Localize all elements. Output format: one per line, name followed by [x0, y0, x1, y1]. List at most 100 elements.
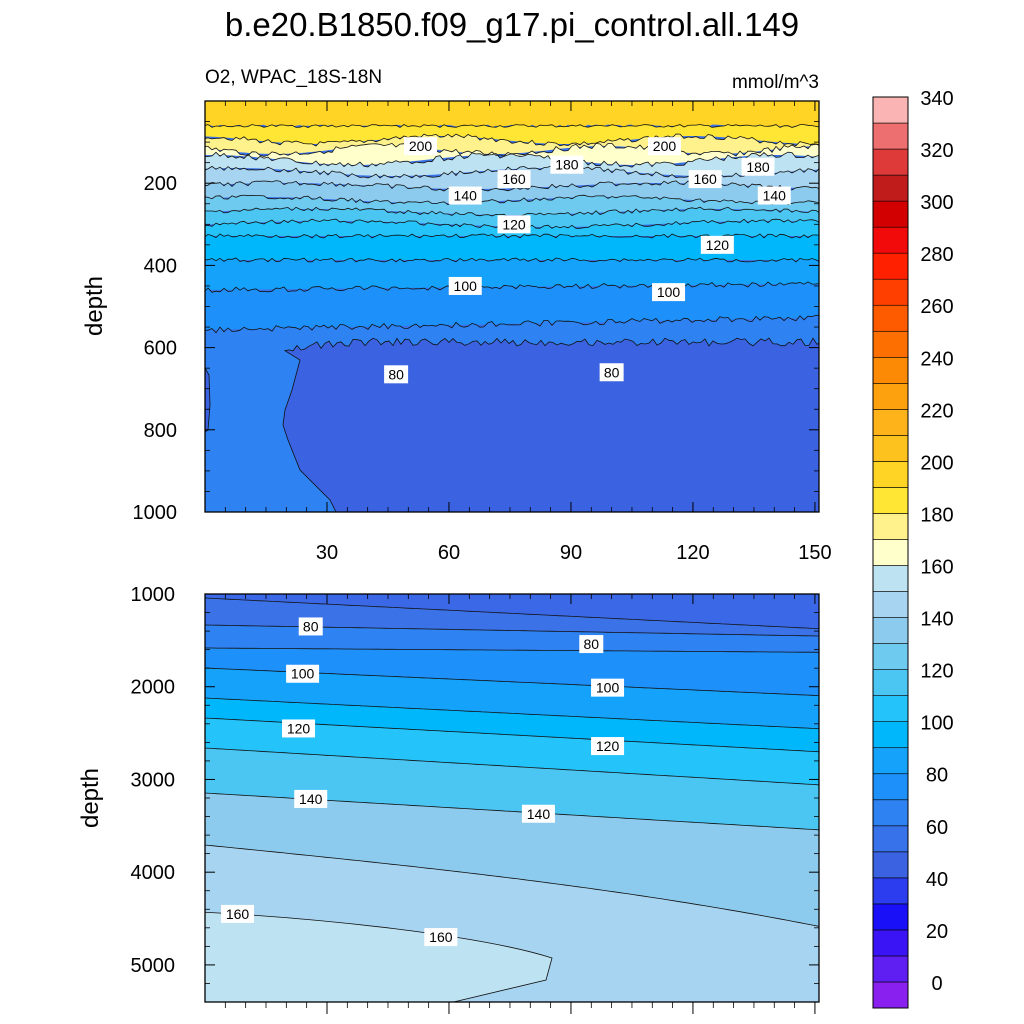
upper-contour-label: 160: [497, 170, 531, 189]
lower-contour-label-box: [591, 678, 625, 697]
lower-contour-bands: [205, 594, 819, 1002]
lower-contour-label-text: 120: [596, 738, 620, 754]
colorbar-swatch: [872, 278, 909, 306]
upper-contour-label-text: 100: [657, 284, 681, 300]
colorbar-label: 160: [920, 557, 953, 579]
lower-contour-label: 140: [294, 789, 328, 808]
lower-contour-label-box: [579, 635, 604, 654]
upper-contour-line: [205, 257, 819, 263]
upper-band: [205, 124, 819, 144]
upper-y-axis-label: depth: [81, 276, 108, 336]
colorbar-swatch: [872, 799, 909, 827]
upper-contour-bands: [205, 101, 819, 512]
colorbar-swatch: [872, 669, 909, 696]
lower-panel: 80 80 100 100 120 120 140 140 160 160 1000 2000 300…: [77, 584, 820, 1014]
colorbar-swatch: [872, 226, 909, 254]
colorbar-swatch: [872, 409, 909, 436]
colorbar-swatch: [872, 252, 909, 280]
colorbar-swatch: [872, 565, 909, 592]
lower-y-tick-label: 2000: [131, 677, 176, 699]
lower-band: [205, 793, 819, 927]
colorbar-label: 340: [920, 88, 953, 110]
upper-contour-label: 180: [550, 155, 584, 174]
lower-contour-label: 160: [221, 904, 255, 923]
upper-contour-label-box: [497, 215, 531, 234]
upper-contour-line: [205, 194, 819, 206]
upper-contour-line: [205, 142, 819, 157]
upper-contour-label-text: 200: [653, 138, 677, 154]
colorbar-swatch: [872, 825, 909, 853]
colorbar-swatch: [872, 773, 909, 801]
upper-contour-label-text: 160: [693, 171, 717, 187]
colorbar-swatch: [872, 955, 909, 983]
upper-x-tick-label: 120: [676, 542, 709, 564]
upper-band: [205, 258, 819, 290]
upper-contour-label-box: [550, 155, 584, 174]
lower-contour-labels: 80 80 100 100 120 120 140 140 160 160: [221, 617, 625, 947]
upper-contour-label-text: 160: [502, 171, 526, 187]
lower-contour-line: [205, 844, 819, 927]
colorbar-label: 80: [926, 765, 948, 787]
upper-axis-ticks: 200 400 600 800 1000 30 60 90 120 150: [133, 101, 832, 564]
upper-contour-label-box: [700, 235, 734, 254]
upper-band: [205, 195, 819, 215]
upper-contour-label: 160: [688, 170, 722, 189]
upper-contour-label: 200: [647, 137, 681, 156]
upper-band: [205, 234, 819, 260]
upper-contour-label-text: 80: [604, 364, 620, 380]
figure-title: b.e20.B1850.f09_g17.pi_control.all.149: [224, 6, 800, 43]
lower-band: [205, 594, 819, 629]
lower-contour-label-box: [286, 664, 320, 683]
colorbar-swatch: [872, 539, 909, 566]
lower-band: [205, 718, 819, 785]
colorbar-swatch: [872, 435, 909, 462]
upper-contour-label-text: 180: [746, 159, 770, 175]
lower-contour-line: [205, 747, 819, 786]
colorbar: 0 20 40 60 80 100 120 140 160 180 200 220 240 260 280 3…: [872, 88, 954, 1009]
lower-contour-label: 80: [298, 617, 323, 636]
colorbar-swatch: [872, 330, 909, 358]
upper-contour-label-box: [448, 276, 482, 295]
colorbar-swatch: [872, 877, 909, 905]
colorbar-label: 60: [926, 817, 948, 839]
lower-contour-label-text: 140: [527, 806, 551, 822]
lower-contour-label: 80: [579, 635, 604, 654]
lower-band: [205, 624, 819, 653]
upper-contour-label-text: 120: [706, 237, 730, 253]
lower-contour-label-text: 120: [287, 720, 311, 736]
colorbar-label: 220: [920, 400, 953, 422]
upper-contour-label-text: 100: [454, 278, 478, 294]
upper-y-tick-label: 800: [144, 420, 177, 442]
upper-y-tick-label: 400: [144, 255, 177, 277]
upper-band: [282, 337, 819, 512]
upper-contour-label-box: [404, 137, 438, 156]
lower-contour-line: [205, 597, 819, 630]
lower-contour-label-text: 100: [596, 680, 620, 696]
lower-band: [205, 748, 819, 830]
lower-contour-line: [205, 697, 819, 730]
upper-contour-line: [205, 133, 819, 147]
lower-contour-line: [205, 647, 819, 653]
upper-contour-line: [205, 151, 819, 168]
lower-contour-label-box: [521, 804, 555, 823]
lower-contour-label-text: 80: [584, 636, 600, 652]
upper-contour-label: 180: [741, 157, 775, 176]
upper-contour-label-box: [497, 170, 531, 189]
lower-contour-label-text: 80: [303, 618, 319, 634]
upper-contour-label-box: [448, 186, 482, 205]
colorbar-swatch: [872, 174, 909, 202]
upper-contour-label-box: [741, 157, 775, 176]
colorbar-swatch: [872, 981, 909, 1009]
colorbar-label: 140: [920, 609, 953, 631]
lower-contour-label-box: [591, 737, 625, 756]
upper-contour-label: 120: [700, 235, 734, 254]
colorbar-swatch: [872, 903, 909, 931]
colorbar-label: 300: [920, 192, 953, 214]
upper-y-tick-label: 1000: [133, 502, 178, 524]
lower-contour-label: 120: [591, 737, 625, 756]
colorbar-label: 260: [920, 296, 953, 318]
upper-contour-label-text: 140: [454, 188, 478, 204]
lower-contour-label-box: [282, 719, 316, 738]
lower-contour-label: 160: [424, 928, 458, 947]
lower-band: [205, 648, 819, 696]
